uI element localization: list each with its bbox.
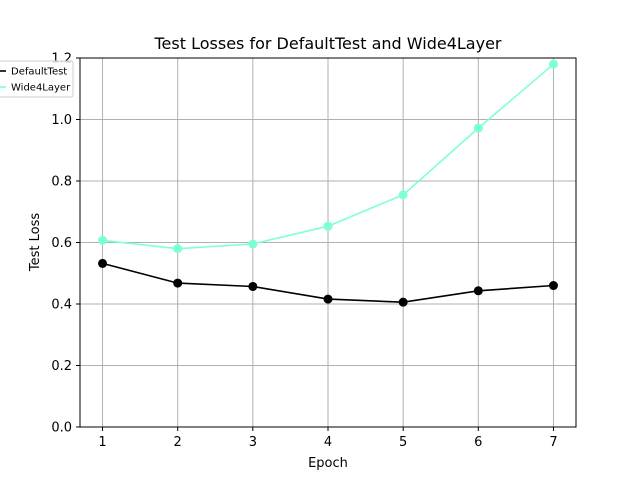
legend-label-defaulttest: DefaultTest <box>11 67 67 78</box>
x-tick-label: 4 <box>324 435 332 450</box>
data-point-wide4layer <box>173 244 183 254</box>
data-point-wide4layer <box>248 239 258 249</box>
y-tick-label: 0.0 <box>51 421 72 436</box>
legend-label-wide4layer: Wide4Layer <box>11 83 71 94</box>
x-tick-label: 5 <box>399 435 407 450</box>
data-point-defaulttest <box>248 281 258 291</box>
x-tick-label: 2 <box>174 435 182 450</box>
x-tick-label: 3 <box>249 435 257 450</box>
chart-title: Test Losses for DefaultTest and Wide4Lay… <box>154 34 502 53</box>
x-tick-label: 6 <box>474 435 482 450</box>
legend: DefaultTest Wide4Layer <box>0 60 74 98</box>
data-point-defaulttest <box>548 281 558 291</box>
x-axis: 1 2 3 4 5 6 7 <box>98 427 558 450</box>
data-point-defaulttest <box>323 294 333 304</box>
data-point-defaulttest <box>98 258 108 268</box>
data-point-wide4layer <box>473 123 483 133</box>
x-tick-label: 7 <box>549 435 557 450</box>
series-group <box>98 59 558 307</box>
legend-box <box>0 60 74 98</box>
data-point-wide4layer <box>323 221 333 231</box>
y-tick-label: 0.2 <box>51 359 72 374</box>
y-tick-label: 0.8 <box>51 175 72 190</box>
data-point-wide4layer <box>98 235 108 245</box>
y-tick-label: 0.6 <box>51 236 72 251</box>
x-axis-label: Epoch <box>308 456 348 471</box>
y-axis-label: Test Loss <box>28 213 43 272</box>
x-tick-label: 1 <box>98 435 106 450</box>
y-tick-label: 0.4 <box>51 298 72 313</box>
y-tick-label: 1.0 <box>51 113 72 128</box>
data-point-defaulttest <box>473 286 483 296</box>
data-point-wide4layer <box>398 190 408 200</box>
data-point-defaulttest <box>173 278 183 288</box>
data-point-wide4layer <box>548 59 558 69</box>
data-point-defaulttest <box>398 297 408 307</box>
